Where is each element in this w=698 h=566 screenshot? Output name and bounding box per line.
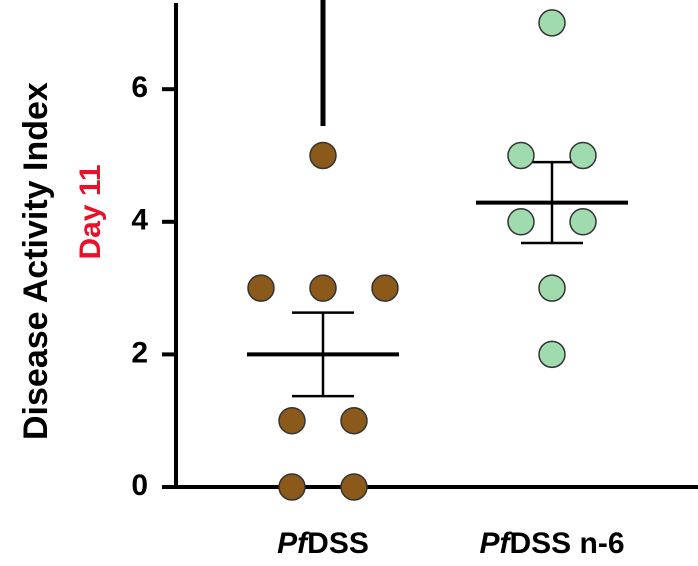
error-bar — [292, 311, 354, 398]
data-point — [247, 274, 275, 302]
y-tick-label: 2 — [131, 336, 148, 369]
data-point — [538, 274, 566, 302]
data-point — [538, 9, 566, 37]
data-point — [371, 274, 399, 302]
y-tick-label: 4 — [131, 204, 148, 237]
y-axis-sublabel: Day 11 — [74, 164, 107, 259]
data-point — [309, 274, 337, 302]
y-tick-label: 6 — [131, 71, 148, 104]
data-point — [507, 208, 535, 236]
data-point — [278, 406, 306, 435]
data-point — [569, 141, 597, 170]
data-point — [507, 141, 535, 170]
data-point — [278, 473, 306, 501]
data-point — [340, 406, 368, 435]
data-point — [569, 208, 597, 236]
x-tick-label: PfDSS n-6 — [479, 527, 624, 560]
data-point — [309, 141, 337, 170]
x-tick-label: PfDSS — [277, 527, 369, 560]
y-tick-label: 0 — [131, 469, 148, 502]
data-point — [340, 473, 368, 501]
y-axis-label: Disease Activity Index — [17, 82, 55, 440]
data-point — [538, 340, 566, 369]
